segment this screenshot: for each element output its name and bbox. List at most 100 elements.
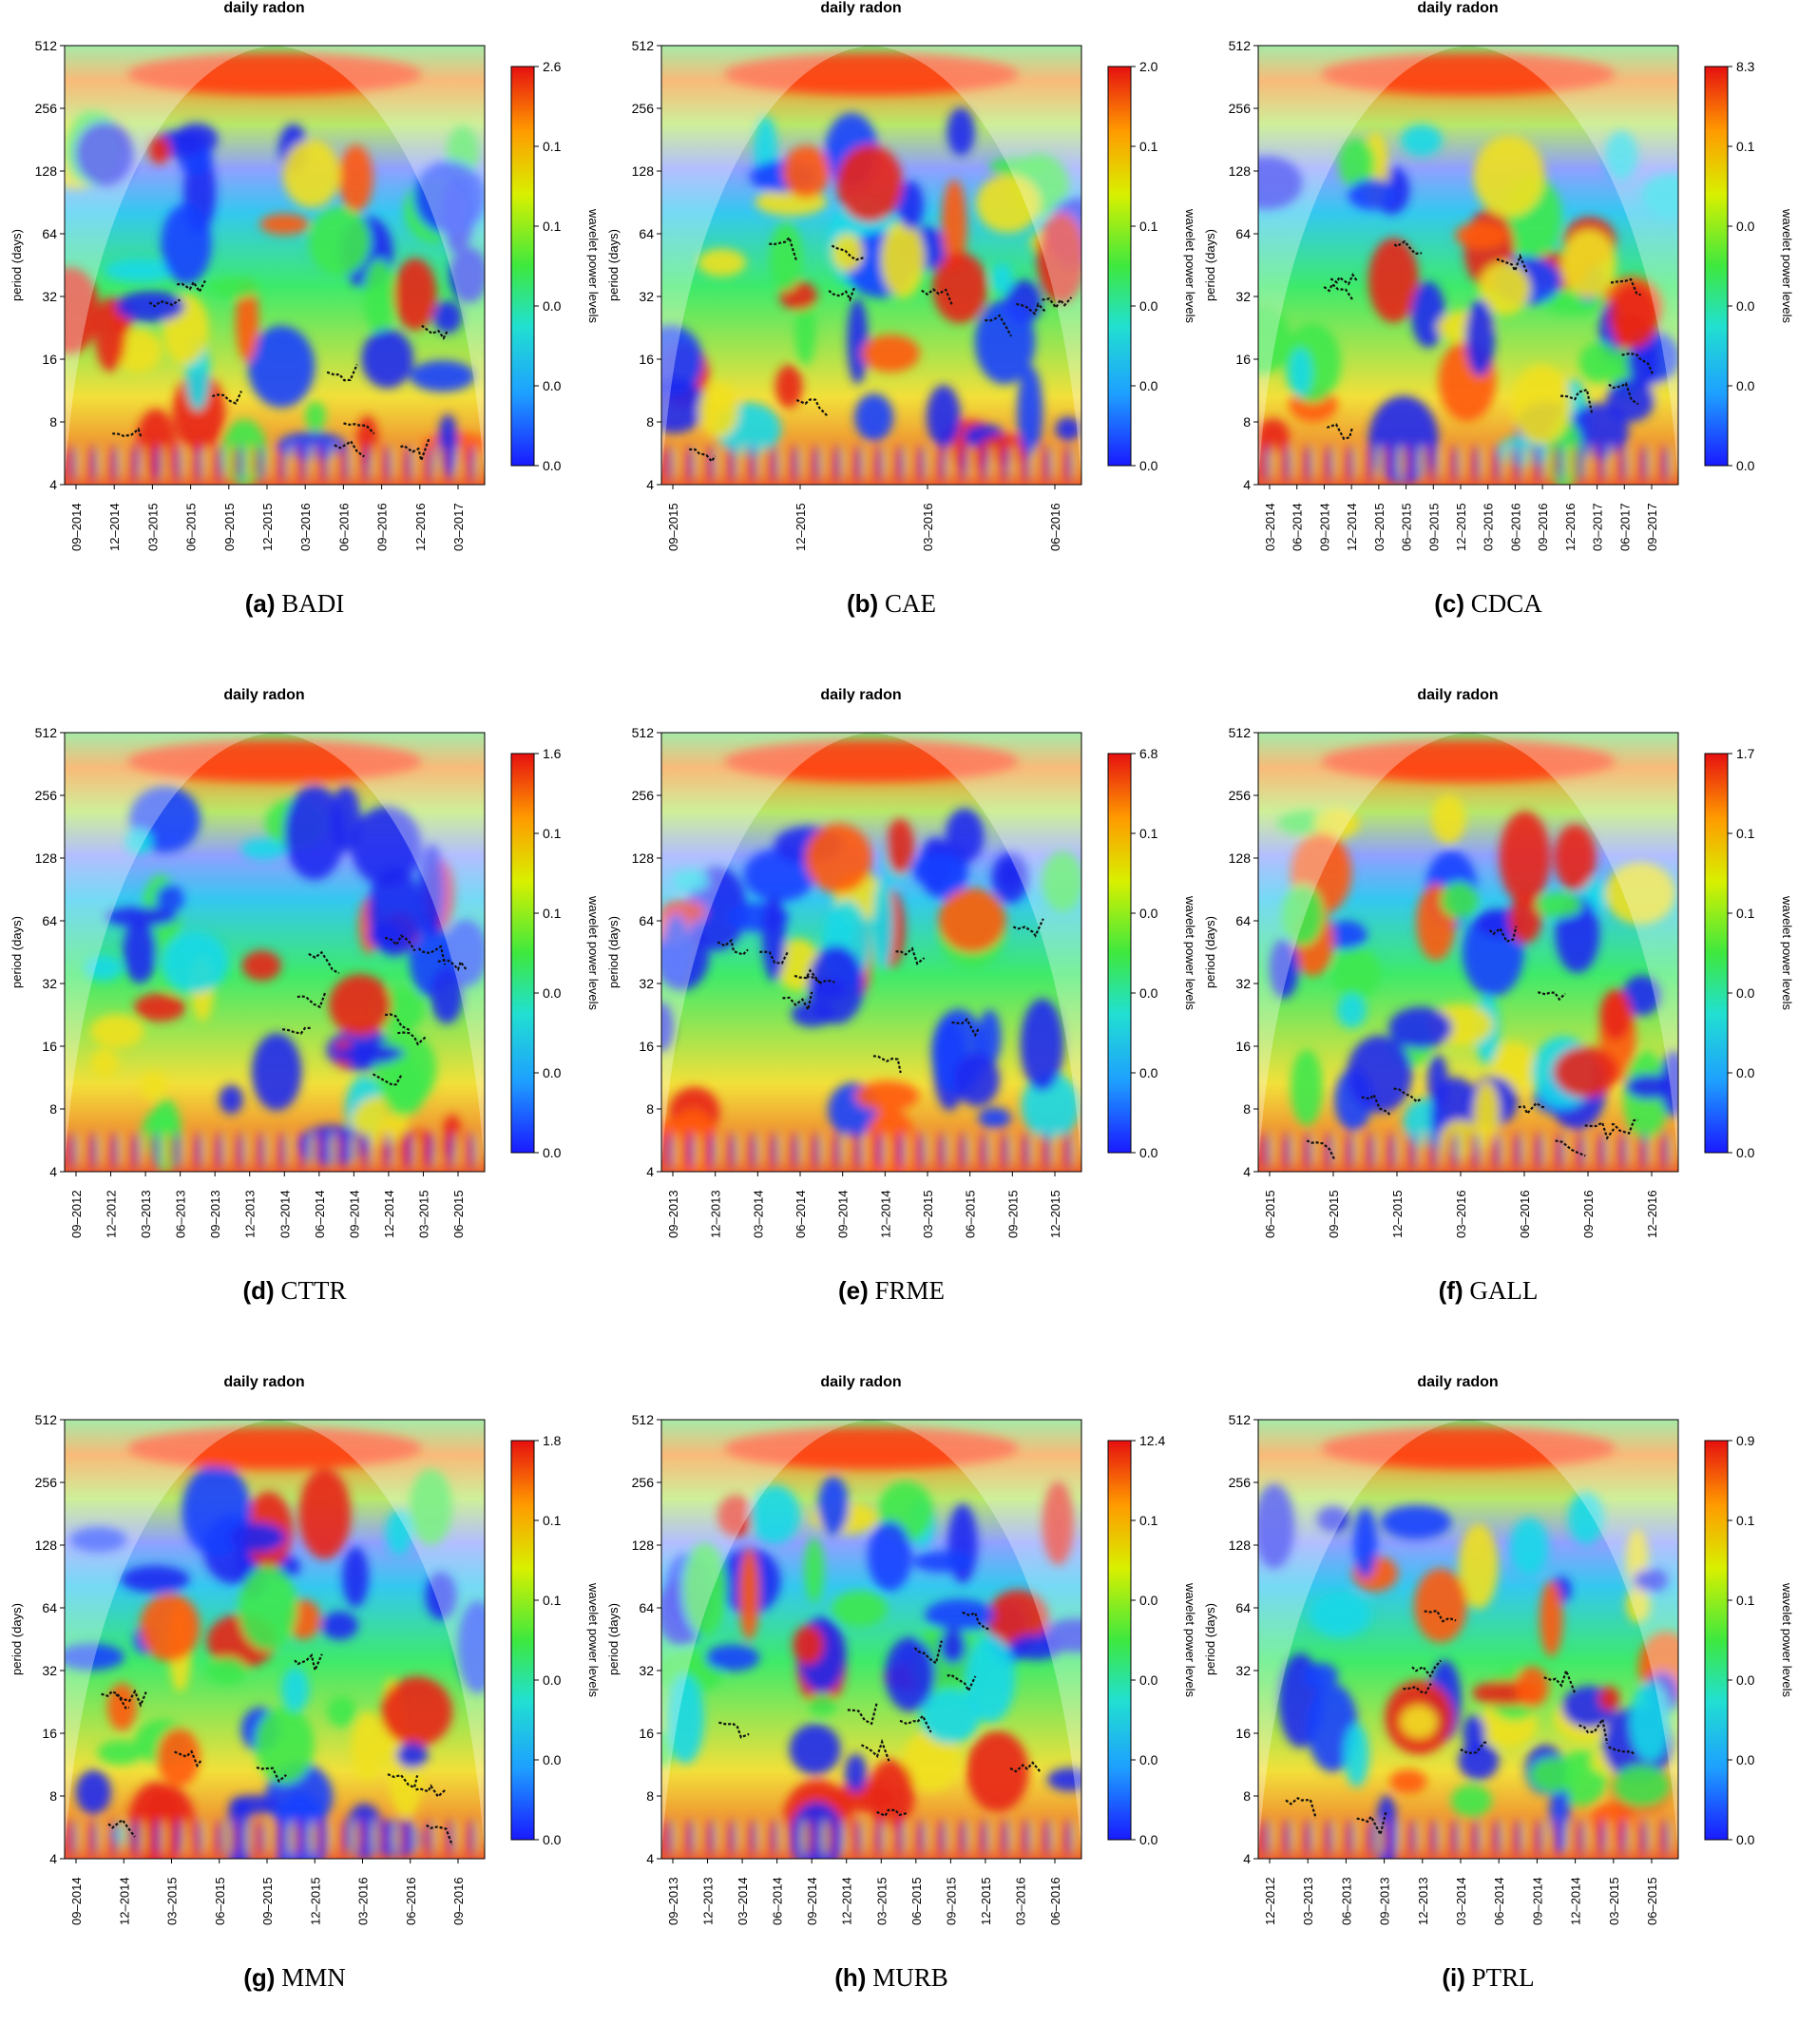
power-region [966,1730,1029,1812]
power-stripe [856,1132,862,1170]
x-tick-label: 06–2016 [1508,503,1522,551]
power-stripe [829,1819,834,1857]
power-stripe [898,1819,905,1857]
plot-frame [64,45,486,486]
y-tick-label: 512 [632,38,655,53]
power-region [1368,238,1419,323]
power-stripe [1432,1132,1438,1170]
power-stripe [392,1132,398,1170]
power-stripe [1559,1819,1564,1857]
y-tick-label: 8 [1243,1101,1251,1117]
power-region [281,1667,310,1712]
power-stripe [696,1819,701,1857]
power-region [105,258,178,282]
power-stripe [434,1132,440,1170]
power-region [1632,1568,1669,1593]
power-stripe [1018,445,1023,483]
power-stripe [1397,1819,1403,1857]
x-tick-label: 03–2015 [1607,1877,1621,1925]
power-stripe [842,445,849,483]
cone-of-influence-right [275,1420,485,1859]
power-region [775,365,803,409]
power-stripe [989,445,995,483]
panel-i: daily radon 512 256 128 64 32 16 8 4 period (days… [1194,1374,1794,2044]
caption-station-name: CTTR [274,1276,347,1305]
y-tick-label: 32 [42,1663,57,1678]
x-tick-label: 09–2015 [1426,503,1441,551]
power-region [682,1542,727,1636]
power-stripe [280,445,286,483]
colorbar [1107,753,1132,1154]
power-stripe [336,1132,342,1170]
colorbar-tick-label: 0.0 [543,378,562,393]
y-tick-label: 512 [1229,725,1252,740]
x-tick-label: 06–2016 [1048,1877,1062,1925]
power-stripe [267,1819,273,1857]
power-stripe [1285,1132,1291,1170]
y-tick-label: 256 [632,788,655,803]
power-region [1338,138,1375,189]
power-stripe [1010,1132,1016,1170]
power-region [90,1048,119,1079]
power-region [235,278,259,362]
power-region [1269,938,1299,999]
power-stripe [737,445,743,483]
caption-letter: (g) [243,1963,276,1992]
power-region [925,1598,995,1632]
x-tick-label: 06–2015 [1645,1877,1659,1925]
power-stripe [176,1819,182,1857]
x-tick-label: 06–2016 [404,1877,418,1925]
power-region [134,993,186,1022]
power-stripe [1334,445,1340,483]
power-stripe [1495,1132,1502,1170]
panel-caption: (f) GALL [1194,1276,1783,1306]
power-stripe [442,1819,448,1857]
x-tick-label: 03–2016 [921,503,935,551]
caption-station-name: MMN [275,1963,346,1992]
x-tick-label: 09–2016 [451,1877,466,1925]
power-stripe [1517,1819,1522,1857]
power-region [334,1044,405,1064]
power-stripe [997,1132,1003,1170]
power-stripe [1594,1132,1599,1170]
power-region [986,1590,1049,1648]
ridge-line [101,1690,130,1710]
power-stripe [1453,445,1459,483]
ridge-line [921,288,953,306]
ridge-line [107,1818,136,1838]
power-region [259,214,310,235]
power-stripe [1411,445,1417,483]
power-region [926,385,961,448]
y-tick-label: 512 [35,38,58,53]
power-stripe [800,1132,806,1170]
power-stripe [744,445,750,483]
wavelet-plot: 512 256 128 64 32 16 8 4 period (days) 09–2013 12–… [606,725,1197,1238]
power-stripe [85,445,90,483]
power-stripe [814,1132,820,1170]
colorbar-tick-label: 1.8 [543,1433,562,1448]
power-stripe [301,445,308,483]
ridge-line [343,422,375,435]
x-tick-label: 03–2016 [298,503,313,551]
cone-of-influence-left [1258,1420,1468,1859]
power-stripe [1024,1819,1030,1857]
power-stripe [1341,1819,1347,1857]
power-stripe [1066,445,1072,483]
y-tick-label: 8 [49,1101,57,1117]
cone-of-influence-left [65,46,275,485]
power-region [208,277,260,299]
power-stripe [1594,445,1599,483]
x-tick-label: 03–2017 [451,503,466,551]
power-stripe [1502,1132,1508,1170]
wavelet-plot: 512 256 128 64 32 16 8 4 period (days) 09–2014 12–… [10,1412,601,1925]
power-stripe [211,445,217,483]
power-stripe [1594,1819,1599,1857]
plot-frame [660,1419,1082,1860]
power-stripe [147,1132,153,1170]
power-stripe [947,1132,953,1170]
power-stripe [920,445,926,483]
power-stripe [920,1819,926,1857]
power-blobs [661,1427,1081,1859]
power-stripe [1045,1819,1051,1857]
power-stripe [1467,1132,1473,1170]
